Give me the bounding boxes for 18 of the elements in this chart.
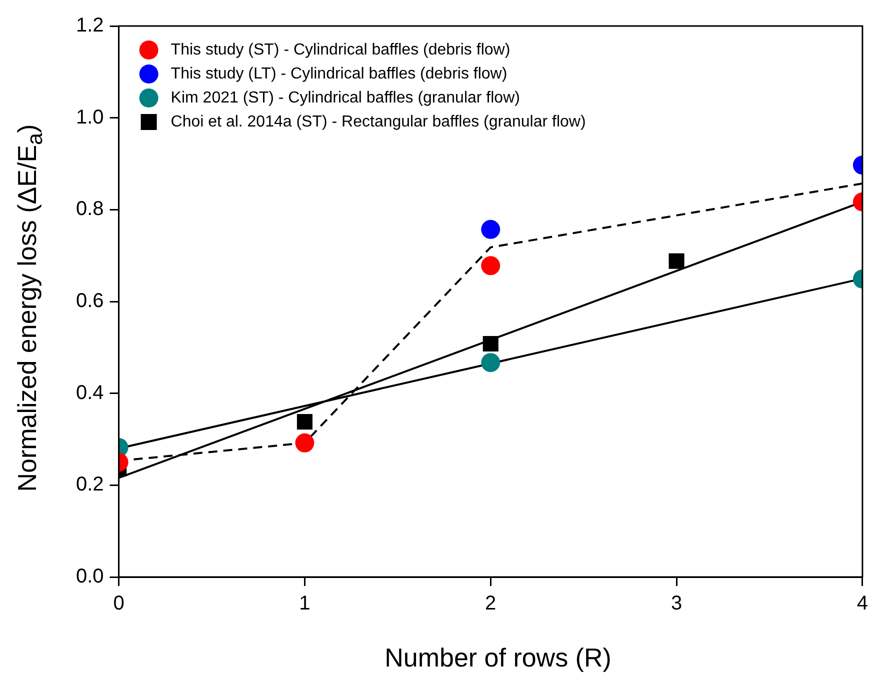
y-tick-label: 1.2 (76, 14, 104, 37)
y-tick-label: 0.8 (76, 198, 104, 220)
y-tick-label: 0.2 (76, 474, 104, 496)
legend-label: Choi et al. 2014a (ST) - Rectangular baffles (granular flow) (170, 113, 586, 130)
y-tick-label: 0.0 (76, 566, 104, 588)
legend-label: This study (LT) - Cylindrical baffles (debris flow) (170, 65, 508, 82)
legend-label: Kim 2021 (ST) - Cylindrical baffles (granular flow) (170, 89, 520, 106)
x-tick-label: 3 (670, 592, 682, 615)
x-tick-label: 4 (856, 592, 868, 615)
y-tick-label: 0.4 (76, 382, 104, 404)
x-tick-label: 1 (299, 592, 310, 615)
point (482, 336, 498, 352)
y-tick-label: 1.0 (76, 106, 104, 128)
x-tick-label: 2 (485, 592, 496, 615)
x-tick-label: 0 (113, 592, 124, 615)
y-tick-label: 0.6 (76, 290, 104, 312)
legend-label: This study (ST) - Cylindrical baffles (debris flow) (170, 41, 510, 58)
x-axis-title: Number of rows (R) (384, 642, 612, 674)
